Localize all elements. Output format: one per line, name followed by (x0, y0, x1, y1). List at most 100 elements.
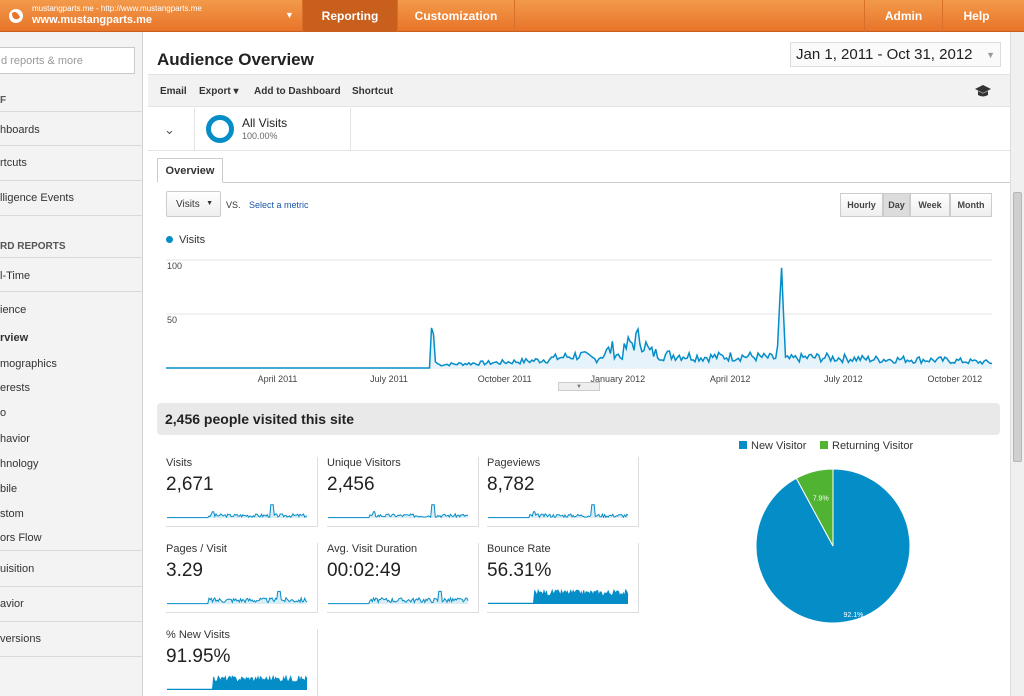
sparkline-area (328, 591, 468, 604)
sidebar-item-interests[interactable]: erests (0, 382, 30, 394)
chart-legend: Visits (166, 234, 205, 246)
x-tick-label: July 2012 (824, 374, 863, 384)
tab-help[interactable]: Help (942, 0, 1010, 32)
sidebar-item-behavior[interactable]: havior (0, 433, 30, 445)
scrollbar-thumb[interactable] (1013, 192, 1022, 462)
sidebar-item-visitors-flow[interactable]: ors Flow (0, 532, 142, 551)
series-line (166, 267, 993, 369)
sparkline-line (328, 504, 469, 519)
metric-tile[interactable]: Avg. Visit Duration 00:02:49 (327, 543, 479, 613)
tab-reporting[interactable]: Reporting (302, 0, 397, 32)
metric-tile[interactable]: % New Visits 91.95% (166, 629, 318, 696)
sidebar-item-shortcuts[interactable]: rtcuts (0, 146, 142, 181)
date-range-picker[interactable]: Jan 1, 2011 - Oct 31, 2012 ▼ (790, 42, 1001, 67)
sparkline-line (488, 504, 629, 519)
metric-tile[interactable]: Bounce Rate 56.31% (487, 543, 639, 613)
sparkline-area (488, 590, 628, 604)
tab-customization[interactable]: Customization (397, 0, 515, 32)
visitor-type-pie-chart[interactable]: 92.1% 7.9% (753, 466, 913, 626)
add-to-dashboard-button[interactable]: Add to Dashboard (254, 86, 341, 97)
legend-swatch (739, 441, 747, 449)
sparkline-area (328, 504, 468, 518)
metric-tile-label: Visits (166, 457, 193, 469)
graduation-cap-icon[interactable] (974, 84, 992, 98)
tab-strip: Overview (157, 158, 1010, 183)
metric-label: Visits (176, 199, 200, 210)
sidebar-item-realtime[interactable]: l-Time (0, 257, 142, 292)
metric-dropdown[interactable]: Visits ▼ (166, 191, 221, 217)
account-url: mustangparts.me - http://www.mustangpart… (32, 4, 202, 13)
metric-tile-value: 2,671 (166, 474, 214, 495)
sidebar-item-intelligence[interactable]: lligence Events (0, 181, 142, 216)
sidebar-item-acquisition[interactable]: uisition (0, 552, 142, 587)
report-toolbar: Email Export ▾ Add to Dashboard Shortcut (148, 74, 1010, 107)
metric-tile-value: 8,782 (487, 474, 535, 495)
sparkline (167, 675, 308, 690)
metric-tile[interactable]: Unique Visitors 2,456 (327, 457, 479, 527)
week-button[interactable]: Week (910, 193, 950, 217)
scrollbar[interactable] (1010, 32, 1024, 696)
metric-tile-value: 56.31% (487, 560, 552, 581)
caret-down-icon: ▼ (206, 200, 213, 207)
legend-label: Visits (179, 234, 206, 246)
metric-tile-value: 2,456 (327, 474, 375, 495)
day-button[interactable]: Day (883, 193, 910, 217)
segment-ring-icon (206, 115, 234, 143)
x-tick-label: January 2012 (591, 374, 646, 384)
vs-label: VS. (226, 200, 241, 210)
sidebar-item-audience[interactable]: ience (0, 304, 27, 316)
sidebar: d reports & more F hboards rtcuts lligen… (0, 32, 143, 696)
tab-overview[interactable]: Overview (157, 158, 223, 183)
sparkline (167, 590, 308, 605)
month-button[interactable]: Month (950, 193, 992, 217)
sidebar-item-custom[interactable]: stom (0, 508, 24, 520)
hourly-button[interactable]: Hourly (840, 193, 883, 217)
tab-admin[interactable]: Admin (864, 0, 942, 32)
sparkline (488, 589, 629, 604)
account-name[interactable]: www.mustangparts.me (32, 14, 153, 26)
caret-down-icon[interactable]: ▼ (285, 10, 294, 20)
section-mine: F (0, 95, 7, 106)
sidebar-item-overview[interactable]: rview (0, 332, 29, 344)
pie-slice[interactable] (795, 468, 834, 547)
metric-tile[interactable]: Visits 2,671 (166, 457, 318, 527)
chevron-down-icon[interactable]: ⌄ (164, 122, 175, 137)
metric-tile[interactable]: Pages / Visit 3.29 (166, 543, 318, 613)
sidebar-item-conversions[interactable]: versions (0, 622, 142, 657)
sparkline-area (167, 591, 307, 604)
sparkline-line (328, 590, 469, 605)
caret-down-icon: ▼ (986, 50, 995, 60)
shortcut-button[interactable]: Shortcut (352, 86, 394, 97)
segment-row: ⌄ All Visits 100.00% (148, 108, 1010, 151)
chart-resize-handle[interactable]: ▼ (558, 382, 600, 391)
divider (194, 108, 195, 151)
y-tick-label: 50 (167, 315, 177, 325)
sidebar-item-mobile[interactable]: bile (0, 483, 18, 495)
y-tick-label: 100 (167, 261, 182, 271)
sidebar-item-behavior-section[interactable]: avior (0, 587, 142, 622)
page-title: Audience Overview (157, 50, 314, 69)
sidebar-item-technology[interactable]: hnology (0, 458, 39, 470)
segment-name[interactable]: All Visits (242, 116, 288, 130)
x-tick-label: July 2011 (370, 374, 408, 384)
export-label: Export (199, 86, 231, 97)
search-input[interactable]: d reports & more (0, 47, 135, 74)
sidebar-item-geo[interactable]: o (0, 407, 7, 419)
sidebar-item-demographics[interactable]: mographics (0, 358, 57, 370)
pie-legend-new: New Visitor (739, 440, 806, 452)
date-range-label: Jan 1, 2011 - Oct 31, 2012 (796, 46, 973, 63)
series-area (166, 267, 992, 368)
visits-line-chart[interactable]: 100 50 April 2011 July 2011 October 2011 Janu… (148, 246, 1010, 386)
sidebar-item-dashboards[interactable]: hboards (0, 111, 142, 146)
select-metric-link[interactable]: Select a metric (249, 200, 309, 210)
email-button[interactable]: Email (160, 86, 187, 97)
metric-tile-label: Unique Visitors (327, 457, 401, 469)
metric-tile-label: % New Visits (166, 629, 230, 641)
pie-slice-label: 7.9% (813, 495, 829, 502)
top-bar: mustangparts.me - http://www.mustangpart… (0, 0, 1024, 32)
metric-tile[interactable]: Pageviews 8,782 (487, 457, 639, 527)
segment-percent: 100.00% (242, 131, 278, 141)
section-standard-reports: RD REPORTS (0, 241, 66, 252)
export-button[interactable]: Export ▾ (199, 86, 239, 97)
main-content: Audience Overview Jan 1, 2011 - Oct 31, … (148, 32, 1010, 696)
